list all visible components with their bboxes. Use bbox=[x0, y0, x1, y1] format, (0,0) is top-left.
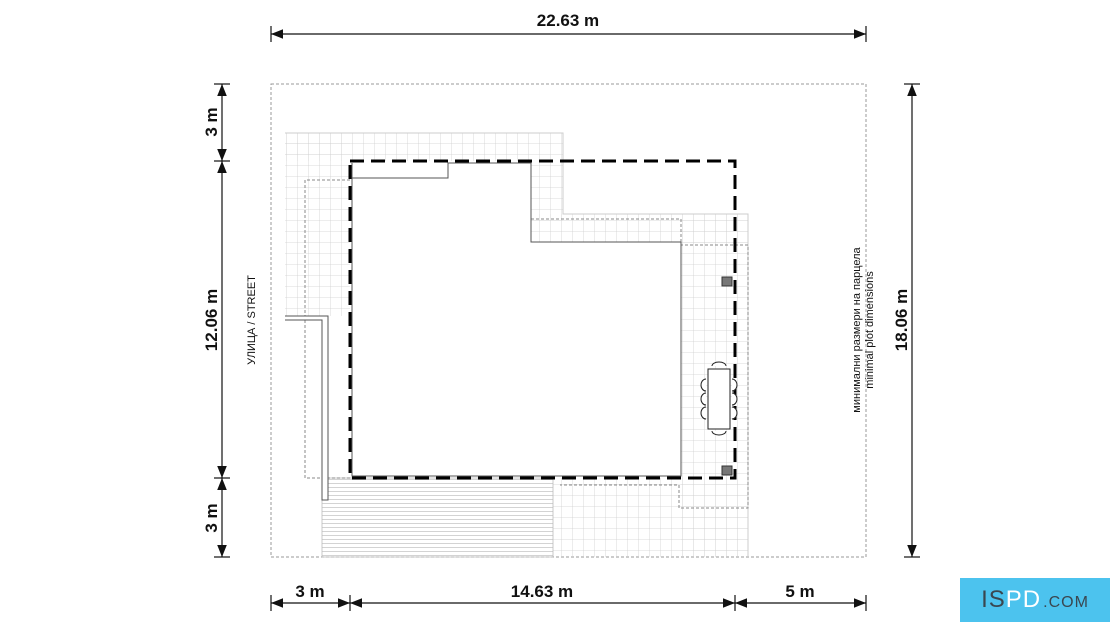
column bbox=[721, 465, 733, 476]
plot-note-bg: минимални размери на парцела bbox=[851, 246, 863, 412]
street-label: УЛИЦА / STREET bbox=[246, 275, 258, 365]
plot-note-en: minimal plot dimensions bbox=[864, 271, 876, 389]
dim-left-back: 3 m bbox=[202, 503, 221, 532]
dim-bottom-building: 14.63 m bbox=[511, 582, 573, 601]
logo-text-part2: PD bbox=[1005, 586, 1042, 613]
dim-top-total: 22.63 m bbox=[537, 11, 599, 30]
dim-bottom-left: 3 m bbox=[295, 582, 324, 601]
logo-text-part1: IS bbox=[981, 586, 1006, 613]
fence bbox=[285, 315, 329, 501]
dim-bottom-right: 5 m bbox=[785, 582, 814, 601]
ispd-logo: IS PD .COM bbox=[960, 578, 1110, 622]
dim-left-building: 12.06 m bbox=[202, 289, 221, 351]
house-outline bbox=[351, 162, 682, 477]
dim-right-total: 18.06 m bbox=[892, 289, 911, 351]
column bbox=[721, 276, 733, 287]
dining-table-icon bbox=[700, 361, 738, 436]
wooden-deck bbox=[321, 477, 554, 558]
dimension-lines bbox=[214, 26, 920, 611]
building-envelope bbox=[348, 159, 737, 480]
dim-left-front: 3 m bbox=[202, 107, 221, 136]
logo-text-part3: .COM bbox=[1043, 594, 1089, 611]
